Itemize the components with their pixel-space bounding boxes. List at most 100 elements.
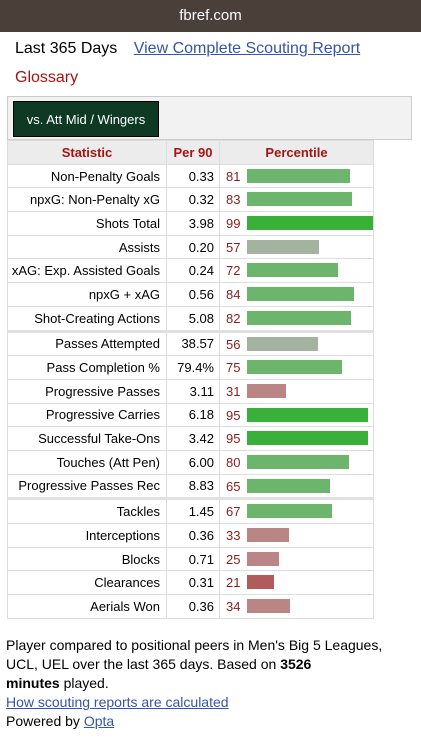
per90-cell: 0.20 <box>166 234 220 260</box>
per90-cell: 6.00 <box>166 449 220 475</box>
percentile-cell: 84 <box>219 282 374 307</box>
percentile-cell: 75 <box>219 355 374 380</box>
table-header-row: Statistic Per 90 Percentile <box>7 140 374 165</box>
per90-cell: 6.18 <box>166 402 220 428</box>
statistic-cell: Progressive Passes <box>7 378 167 404</box>
percentile-value: 56 <box>226 336 241 352</box>
period-label: Last 365 Days <box>15 40 118 57</box>
percentile-value: 57 <box>226 239 241 255</box>
opta-link[interactable]: Opta <box>83 713 115 729</box>
percentile-bar <box>247 336 319 351</box>
percentile-cell: 95 <box>219 402 374 428</box>
minutes-label: minutes <box>6 675 60 691</box>
percentile-bar <box>247 216 373 231</box>
att-mid-wingers-button[interactable]: vs. Att Mid / Wingers <box>13 101 159 137</box>
statistic-cell: Aerials Won <box>7 594 167 619</box>
percentile-value: 25 <box>226 551 241 567</box>
glossary-link[interactable]: Glossary <box>15 69 79 86</box>
table-row: Successful Take-Ons 3.42 95 <box>7 426 374 451</box>
full-report-link[interactable]: View Complete Scouting Report <box>133 40 361 57</box>
percentile-bar <box>247 431 368 446</box>
percentile-value: 82 <box>226 310 241 326</box>
table-row: Aerials Won 0.36 34 <box>7 594 374 619</box>
statistic-cell: npxG: Non-Penalty xG <box>7 187 167 213</box>
percentile-cell: 80 <box>219 449 374 475</box>
table-row: Progressive Passes 3.11 31 <box>7 378 374 404</box>
table-row: Non-Penalty Goals 0.33 81 <box>7 163 374 189</box>
url-text: fbref.com <box>179 7 242 24</box>
per90-cell: 38.57 <box>166 329 220 357</box>
percentile-value: 31 <box>226 383 241 399</box>
statistic-cell: Pass Completion % <box>7 355 167 380</box>
statistic-cell: Tackles <box>7 497 167 524</box>
percentile-value: 95 <box>226 431 241 447</box>
per90-cell: 3.98 <box>166 211 220 236</box>
statistic-cell: Progressive Passes Rec <box>7 473 167 500</box>
statistic-cell: Successful Take-Ons <box>7 426 167 451</box>
table-row: npxG + xAG 0.56 84 <box>7 282 374 307</box>
percentile-cell: 31 <box>219 378 374 404</box>
statistic-cell: Blocks <box>7 546 167 572</box>
percentile-bar <box>247 504 333 519</box>
per90-cell: 3.11 <box>166 378 220 404</box>
table-row: Tackles 1.45 67 <box>7 497 374 524</box>
per90-cell: 0.56 <box>166 282 220 307</box>
scouting-table: Statistic Per 90 Percentile Non-Penalty … <box>7 140 374 619</box>
statistic-cell: npxG + xAG <box>7 282 167 307</box>
table-row: Progressive Passes Rec 8.83 65 <box>7 473 374 500</box>
per90-cell: 0.36 <box>166 594 220 619</box>
filter-bar: vs. Att Mid / Wingers <box>7 96 412 140</box>
percentile-value: 81 <box>226 168 241 184</box>
footer-text: Player compared to positional peers in M… <box>6 637 383 672</box>
footer: Player compared to positional peers in M… <box>6 636 411 731</box>
percentile-cell: 67 <box>219 497 374 524</box>
how-calculated-link[interactable]: How scouting reports are calculated <box>6 694 229 710</box>
table-row: Assists 0.20 57 <box>7 234 374 260</box>
percentile-bar <box>247 599 291 614</box>
statistic-cell: xAG: Exp. Assisted Goals <box>7 258 167 284</box>
percentile-bar <box>247 575 274 590</box>
percentile-value: 21 <box>226 575 241 591</box>
percentile-value: 67 <box>226 504 241 520</box>
per90-cell: 8.83 <box>166 473 220 500</box>
table-row: Touches (Att Pen) 6.00 80 <box>7 449 374 475</box>
percentile-bar <box>247 192 353 207</box>
percentile-value: 84 <box>226 287 241 303</box>
percentile-cell: 21 <box>219 570 374 596</box>
percentile-value: 72 <box>226 263 241 279</box>
statistic-cell: Assists <box>7 234 167 260</box>
table-row: Shot-Creating Actions 5.08 82 <box>7 305 374 332</box>
per90-cell: 0.71 <box>166 546 220 572</box>
percentile-value: 65 <box>226 478 241 494</box>
percentile-cell: 33 <box>219 523 374 548</box>
percentile-header: Percentile <box>219 140 374 165</box>
percentile-bar <box>247 528 289 542</box>
statistic-cell: Clearances <box>7 570 167 596</box>
table-row: Interceptions 0.36 33 <box>7 523 374 548</box>
minutes-value: 3526 <box>280 656 312 672</box>
percentile-cell: 72 <box>219 258 374 284</box>
percentile-bar <box>247 454 349 469</box>
per90-header: Per 90 <box>166 140 220 165</box>
statistic-cell: Non-Penalty Goals <box>7 163 167 189</box>
table-row: Clearances 0.31 21 <box>7 570 374 596</box>
table-row: Pass Completion % 79.4% 75 <box>7 355 374 380</box>
percentile-bar <box>247 263 339 278</box>
percentile-value: 33 <box>226 528 241 543</box>
per90-cell: 79.4% <box>166 355 220 380</box>
percentile-value: 95 <box>226 407 241 423</box>
url-bar[interactable]: fbref.com <box>0 0 421 32</box>
percentile-cell: 99 <box>219 211 374 236</box>
percentile-value: 34 <box>226 599 241 615</box>
statistic-cell: Shots Total <box>7 211 167 236</box>
percentile-value: 80 <box>226 454 241 470</box>
percentile-bar <box>247 551 279 566</box>
table-row: npxG: Non-Penalty xG 0.32 83 <box>7 187 374 213</box>
percentile-cell: 95 <box>219 426 374 451</box>
per90-cell: 3.42 <box>166 426 220 451</box>
per90-cell: 0.31 <box>166 570 220 596</box>
percentile-bar <box>247 168 350 183</box>
percentile-cell: 82 <box>219 305 374 332</box>
percentile-cell: 25 <box>219 546 374 572</box>
table-row: Shots Total 3.98 99 <box>7 211 374 236</box>
